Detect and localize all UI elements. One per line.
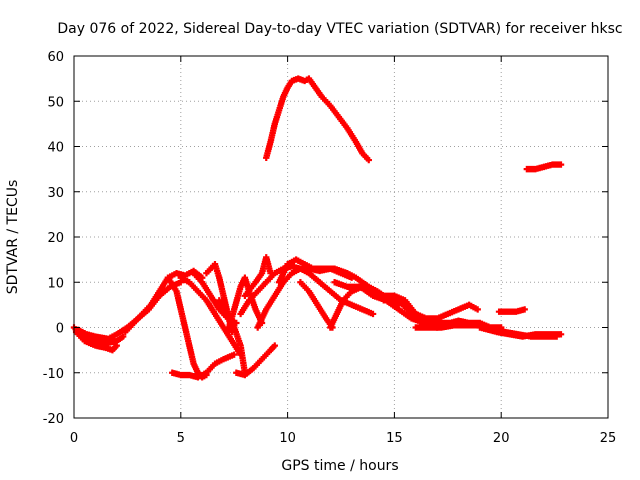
series-arc-25 [263,75,372,164]
x-tick-label: 5 [177,431,185,446]
series-arc-23 [476,324,565,340]
series-arc-24 [495,306,528,315]
y-tick-label: -10 [43,367,64,382]
x-axis-label: GPS time / hours [281,458,398,474]
data-point-marks [177,274,244,358]
x-tick-label: 25 [600,431,617,446]
y-tick-label: 10 [47,276,64,291]
data-point-marks [72,328,120,354]
y-tick-label: -20 [43,412,64,427]
x-axis-ticks: 0 5 10 15 20 25 [70,56,616,446]
chart-title: Day 076 of 2022, Sidereal Day-to-day VTE… [57,21,622,37]
data-point-marks [369,288,481,322]
x-tick-label: 0 [70,431,78,446]
series-arc-6 [169,351,238,381]
series-arc-13 [241,254,274,300]
y-tick-label: 40 [47,141,64,156]
series-arc-20 [369,288,481,322]
y-tick-label: 20 [47,231,64,246]
series-arc-5 [164,274,210,381]
y-tick-label: 50 [47,95,64,110]
series-arc-4 [122,267,206,336]
x-tick-label: 10 [279,431,296,446]
data-point-marks [241,254,274,300]
x-tick-label: 20 [493,431,510,446]
grid-lines [74,56,608,418]
y-axis-label: SDTVAR / TECUs [5,180,21,295]
data-point-marks [495,306,528,315]
data-points [70,75,565,381]
series-arc-26 [523,161,565,173]
series-arc-2 [72,328,120,354]
data-point-marks [169,351,238,381]
data-point-marks [523,161,565,173]
series-arc-3 [75,279,184,343]
y-tick-label: 30 [47,186,64,201]
series-arc-11 [233,342,278,379]
data-point-marks [263,75,372,164]
data-point-marks [75,279,184,343]
x-tick-label: 15 [386,431,403,446]
data-point-marks [164,274,210,381]
y-tick-label: 60 [47,50,64,65]
data-point-marks [233,342,278,379]
y-axis-ticks: -20 -10 0 10 20 30 40 50 60 [43,50,608,427]
data-point-marks [476,324,565,340]
data-point-marks [122,267,206,336]
series-arc-7 [177,274,244,358]
y-tick-label: 0 [56,322,64,337]
